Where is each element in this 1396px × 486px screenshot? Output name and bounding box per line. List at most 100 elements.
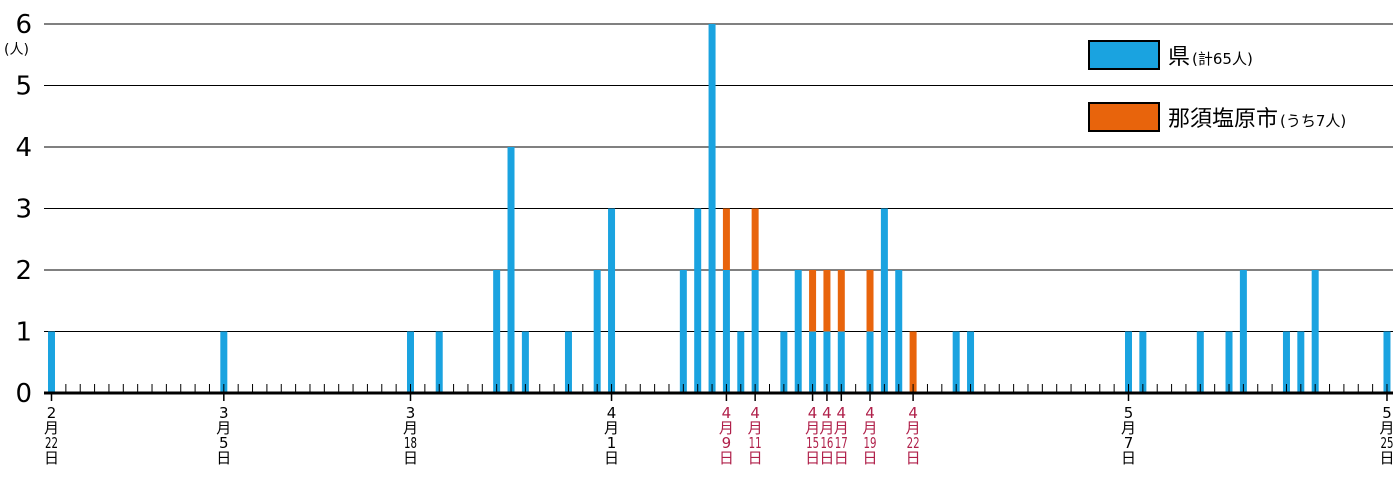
bar-prefecture [751,270,759,393]
bar-prefecture [880,208,888,393]
x-tick-label: 日 [819,449,834,467]
x-tick-label: 4 [722,404,732,422]
x-tick-label: 日 [403,449,418,467]
bar-prefecture [220,331,228,393]
x-tick-label: 4 [865,404,875,422]
bar-prefecture [608,208,616,393]
y-axis-label: (人) [4,42,29,58]
bar-prefecture [794,270,802,393]
bar-city [837,270,845,332]
y-tick-label: 0 [15,379,32,409]
x-tick-label: 4 [607,404,617,422]
x-tick-label: 2 [47,404,57,422]
bar-prefecture [435,331,443,393]
bar-city [809,270,817,332]
x-tick-label: 25 [1380,434,1393,452]
y-tick-label: 3 [15,195,32,225]
bar-prefecture [679,270,687,393]
x-tick-label: 日 [906,449,921,467]
bar-prefecture [737,331,745,393]
bar-prefecture [866,331,874,393]
x-tick-label: 19 [864,434,877,452]
x-tick-label: 日 [44,449,59,467]
x-tick-label: 月 [44,419,59,437]
bar-prefecture [1196,331,1204,393]
legend: 県 (計65人) 那須塩原市 (うち7人) [1088,38,1346,162]
x-tick-label: 4 [822,404,832,422]
bar-prefecture [1282,331,1290,393]
bar-prefecture [809,331,817,393]
bar-prefecture [521,331,529,393]
bar-city [751,208,759,270]
x-tick-label: 月 [819,419,834,437]
bar-prefecture [1125,331,1132,393]
x-tick-label: 月 [1121,419,1136,437]
x-tick-label: 5 [219,434,229,452]
x-tick-label: 月 [906,419,921,437]
y-tick-label: 1 [15,318,32,348]
x-tick-label: 日 [1121,449,1136,467]
x-tick-label: 月 [1379,419,1394,437]
x-tick-label: 5 [1124,404,1134,422]
x-tick-label: 4 [750,404,760,422]
bar-city [722,208,730,270]
bar-prefecture [694,208,702,393]
y-tick-label: 2 [15,256,32,286]
x-tick-label: 月 [863,419,878,437]
x-tick-label: 16 [820,434,833,452]
bar-prefecture [1225,331,1233,393]
bar-prefecture [1383,331,1391,393]
legend-swatch-city [1088,102,1160,132]
x-tick-label: 11 [749,434,762,452]
bar-prefecture [48,331,55,393]
x-tick-label: 月 [604,419,619,437]
legend-label-prefecture: 県 (計65人) [1168,45,1253,70]
x-tick-label: 日 [719,449,734,467]
bar-prefecture [1297,331,1305,393]
legend-label-city: 那須塩原市 (うち7人) [1168,107,1347,132]
x-tick-label: 月 [748,419,763,437]
x-tick-label: 月 [834,419,849,437]
x-tick-label: 15 [806,434,819,452]
bar-prefecture [593,270,601,393]
x-tick-label: 月 [216,419,231,437]
bar-prefecture [952,331,960,393]
x-tick-label: 日 [834,449,849,467]
bar-prefecture [407,331,414,393]
x-tick-label: 日 [748,449,763,467]
legend-swatch-prefecture [1088,40,1160,70]
legend-item-city: 那須塩原市 (うち7人) [1088,100,1346,134]
x-tick-label: 日 [1379,449,1394,467]
bar-prefecture [493,270,501,393]
x-tick-label: 月 [403,419,418,437]
x-tick-label: 4 [837,404,847,422]
bar-city [823,270,831,332]
bar-prefecture [823,331,831,393]
bar-city [909,331,917,393]
bar-prefecture [564,331,572,393]
x-tick-label: 4 [808,404,818,422]
bar-prefecture [708,24,716,393]
bar-prefecture [507,147,515,393]
y-tick-label: 4 [15,133,32,163]
x-tick-label: 1 [607,434,617,452]
legend-item-prefecture: 県 (計65人) [1088,38,1346,72]
x-tick-label: 22 [45,434,58,452]
x-tick-label: 月 [805,419,820,437]
x-tick-label: 日 [863,449,878,467]
y-tick-label: 6 [15,10,32,40]
bar-prefecture [837,331,845,393]
x-tick-label: 22 [907,434,920,452]
bar-prefecture [967,331,975,393]
bar-prefecture [895,270,903,393]
x-tick-label: 7 [1124,434,1134,452]
x-tick-label: 18 [404,434,417,452]
bar-prefecture [1239,270,1247,393]
x-tick-label: 5 [1382,404,1392,422]
bar-prefecture [722,270,730,393]
x-tick-label: 日 [216,449,231,467]
x-tick-label: 3 [219,404,229,422]
bar-prefecture [1311,270,1319,393]
x-tick-label: 4 [908,404,918,422]
